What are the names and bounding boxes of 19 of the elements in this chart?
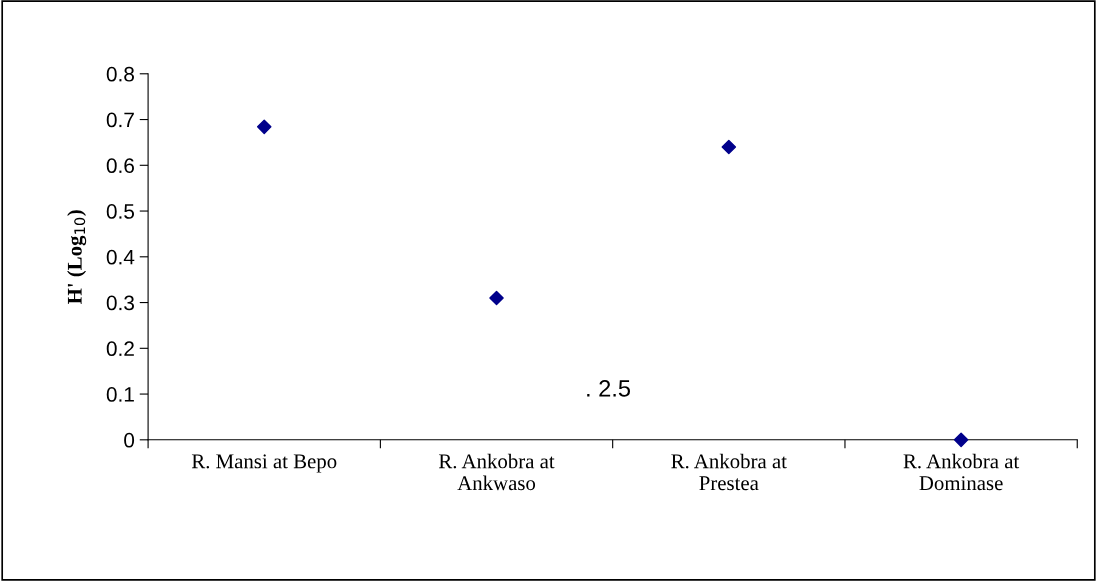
- point: [256, 119, 272, 135]
- y-tick-label: 0.7: [106, 112, 134, 128]
- y-tick-label: 0.3: [106, 295, 134, 311]
- y-tick-label: 0: [124, 432, 135, 448]
- y-tick-label: 0.1: [106, 387, 134, 402]
- x-tick-label: R. Ankobra at Prestea: [671, 453, 787, 491]
- x-tick-label: R. Ankobra at Ankwaso: [438, 453, 555, 491]
- x-tick-label: R. Mansi at Bepo: [191, 454, 337, 473]
- y-tick-label: 0.6: [106, 158, 134, 174]
- y-tick-label: 0.8: [106, 66, 134, 82]
- annotation: . 2.5: [587, 380, 631, 397]
- x-tick-label: R. Ankobra at Dominase: [903, 453, 1020, 491]
- y-axis-title: H' (Log$_{10}$): [67, 210, 87, 305]
- y-tick-label: 0.5: [106, 204, 135, 219]
- y-tick-label: 0.2: [106, 341, 134, 357]
- y-tick-label: 0.4: [106, 249, 135, 265]
- point: [953, 432, 969, 448]
- point: [721, 139, 737, 155]
- point: [489, 290, 504, 306]
